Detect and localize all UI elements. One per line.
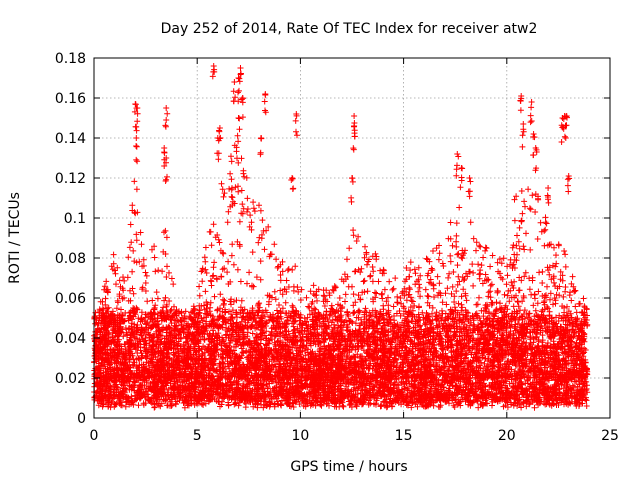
data-point bbox=[407, 304, 414, 311]
data-point bbox=[326, 312, 333, 319]
data-points bbox=[91, 63, 591, 411]
data-point bbox=[353, 403, 360, 410]
data-point bbox=[238, 345, 245, 352]
data-point bbox=[564, 312, 571, 319]
data-point bbox=[350, 309, 357, 316]
data-point bbox=[200, 402, 207, 408]
data-point bbox=[249, 330, 256, 337]
data-point bbox=[392, 343, 399, 350]
data-point bbox=[312, 306, 319, 313]
data-point bbox=[296, 401, 303, 408]
data-point bbox=[225, 402, 232, 409]
data-point bbox=[263, 381, 270, 388]
data-point bbox=[532, 307, 539, 314]
data-point bbox=[486, 309, 492, 316]
